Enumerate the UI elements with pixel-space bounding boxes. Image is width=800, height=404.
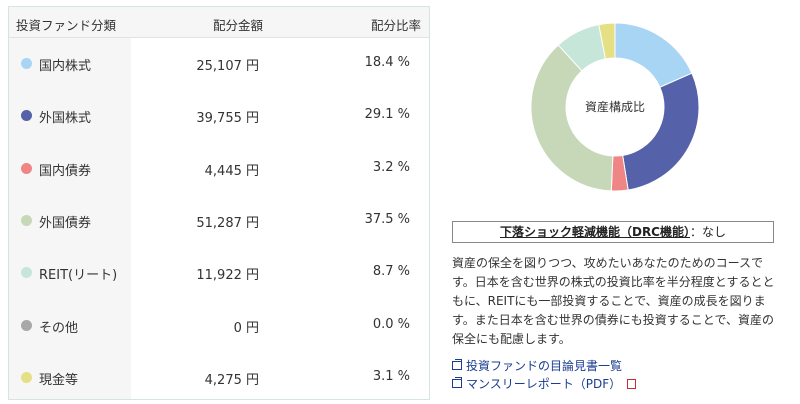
monthly-report-link-row[interactable]: マンスリーレポート（PDF）: [452, 375, 637, 392]
legend-dot-icon: [21, 371, 32, 383]
row-ratio: 18.4 %: [364, 55, 410, 70]
chart-center-label: 資産構成比: [584, 100, 645, 114]
row-ratio: 3.1 %: [372, 368, 410, 384]
row-category: 外国株式: [39, 111, 92, 127]
row-category: 国内株式: [39, 59, 92, 74]
course-description: 資産の保全を図りつつ、攻めたいあなたのためのコースです。日本を含む世界の株式の投…: [452, 256, 775, 346]
row-category: その他: [39, 320, 79, 336]
row-amount: 0 円: [233, 320, 259, 336]
row-ratio: 3.2 %: [372, 159, 410, 175]
monthly-report-link[interactable]: マンスリーレポート（PDF）: [466, 377, 622, 391]
external-window-icon: [452, 359, 462, 370]
legend-dot-icon: [21, 58, 32, 69]
row-amount: 25,107 円: [196, 59, 259, 74]
asset-composition-chart: 資産構成比: [530, 22, 700, 192]
legend-dot-icon: [21, 267, 32, 279]
table-header: 投資ファンド分類 配分金額 配分比率: [9, 7, 429, 38]
fund-allocation-table: 投資ファンド分類 配分金額 配分比率 国内株式 25,107 円 18.4 % 外国株…: [8, 6, 430, 400]
table-row: REIT(リート) 11,922 円 8.7 %: [9, 247, 429, 299]
table-row: 国内債券 4,445 円 3.2 %: [9, 143, 429, 195]
table-row: 外国株式 39,755 円 29.1 %: [9, 90, 429, 142]
header-category: 投資ファンド分類: [16, 18, 117, 33]
legend-dot-icon: [21, 162, 32, 174]
prospectus-link[interactable]: 投資ファンドの目論見書一覧: [466, 359, 623, 373]
drc-function-link[interactable]: 下落ショック軽減機能（DRC機能）: [499, 225, 690, 239]
drc-info-box: 下落ショック軽減機能（DRC機能）：なし: [452, 221, 774, 243]
row-ratio: 0.0 %: [372, 316, 410, 332]
header-ratio: 配分比率: [371, 18, 422, 33]
row-amount: 4,275 円: [204, 372, 259, 388]
header-amount: 配分金額: [213, 18, 264, 33]
row-category: REIT(リート): [39, 268, 118, 284]
row-category: 国内債券: [39, 163, 92, 179]
table-body: 国内株式 25,107 円 18.4 % 外国株式 39,755 円 29.1 % 国内債券…: [9, 38, 429, 399]
prospectus-link-row[interactable]: 投資ファンドの目論見書一覧: [452, 357, 622, 374]
row-amount: 4,445 円: [204, 163, 259, 179]
table-row: 国内株式 25,107 円 18.4 %: [9, 38, 429, 90]
table-row: 外国債券 51,287 円 37.5 %: [9, 195, 429, 247]
legend-dot-icon: [21, 214, 32, 226]
table-row: その他 0 円 0.0 %: [9, 300, 429, 352]
donut-slice: [614, 22, 693, 88]
donut-slice: [530, 44, 614, 192]
row-amount: 11,922 円: [196, 268, 259, 284]
drc-value: ：なし: [690, 225, 727, 239]
row-ratio: 8.7 %: [372, 264, 410, 280]
external-window-icon: [452, 377, 462, 388]
table-row: 現金等 4,275 円 3.1 %: [9, 352, 429, 399]
row-amount: 39,755 円: [196, 111, 259, 127]
legend-dot-icon: [21, 319, 32, 331]
row-category: 外国債券: [39, 215, 92, 231]
donut-slice: [598, 22, 616, 60]
row-ratio: 37.5 %: [364, 211, 410, 227]
row-category: 現金等: [39, 372, 79, 388]
pdf-icon: [627, 379, 637, 389]
row-ratio: 29.1 %: [364, 107, 410, 123]
row-amount: 51,287 円: [196, 215, 259, 231]
donut-chart: [530, 22, 700, 192]
donut-slice: [622, 72, 700, 191]
legend-dot-icon: [21, 110, 32, 122]
